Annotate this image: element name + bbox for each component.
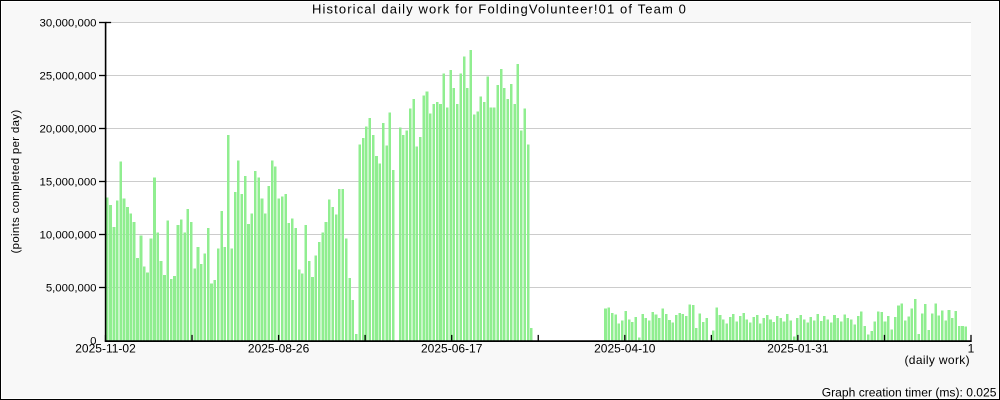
svg-text:(daily work): (daily work) (904, 353, 970, 367)
svg-text:2025-06-17: 2025-06-17 (421, 342, 483, 356)
svg-text:2025-04-10: 2025-04-10 (594, 342, 656, 356)
svg-text:Historical daily work for Fold: Historical daily work for FoldingVolunte… (312, 2, 687, 17)
svg-text:2025-01-31: 2025-01-31 (767, 342, 829, 356)
svg-text:5,000,000: 5,000,000 (46, 283, 97, 295)
svg-text:15,000,000: 15,000,000 (39, 177, 96, 189)
svg-text:1: 1 (968, 342, 975, 356)
svg-text:Graph creation timer (ms): 0.0: Graph creation timer (ms): 0.025 (822, 385, 997, 399)
svg-text:2025-11-02: 2025-11-02 (75, 342, 136, 356)
svg-text:2025-08-26: 2025-08-26 (248, 342, 310, 356)
svg-text:0: 0 (90, 336, 96, 348)
svg-text:10,000,000: 10,000,000 (39, 230, 96, 242)
svg-text:20,000,000: 20,000,000 (39, 124, 96, 136)
svg-text:(points completed per day): (points completed per day) (10, 110, 22, 254)
svg-text:25,000,000: 25,000,000 (39, 71, 96, 83)
svg-text:30,000,000: 30,000,000 (39, 18, 96, 30)
